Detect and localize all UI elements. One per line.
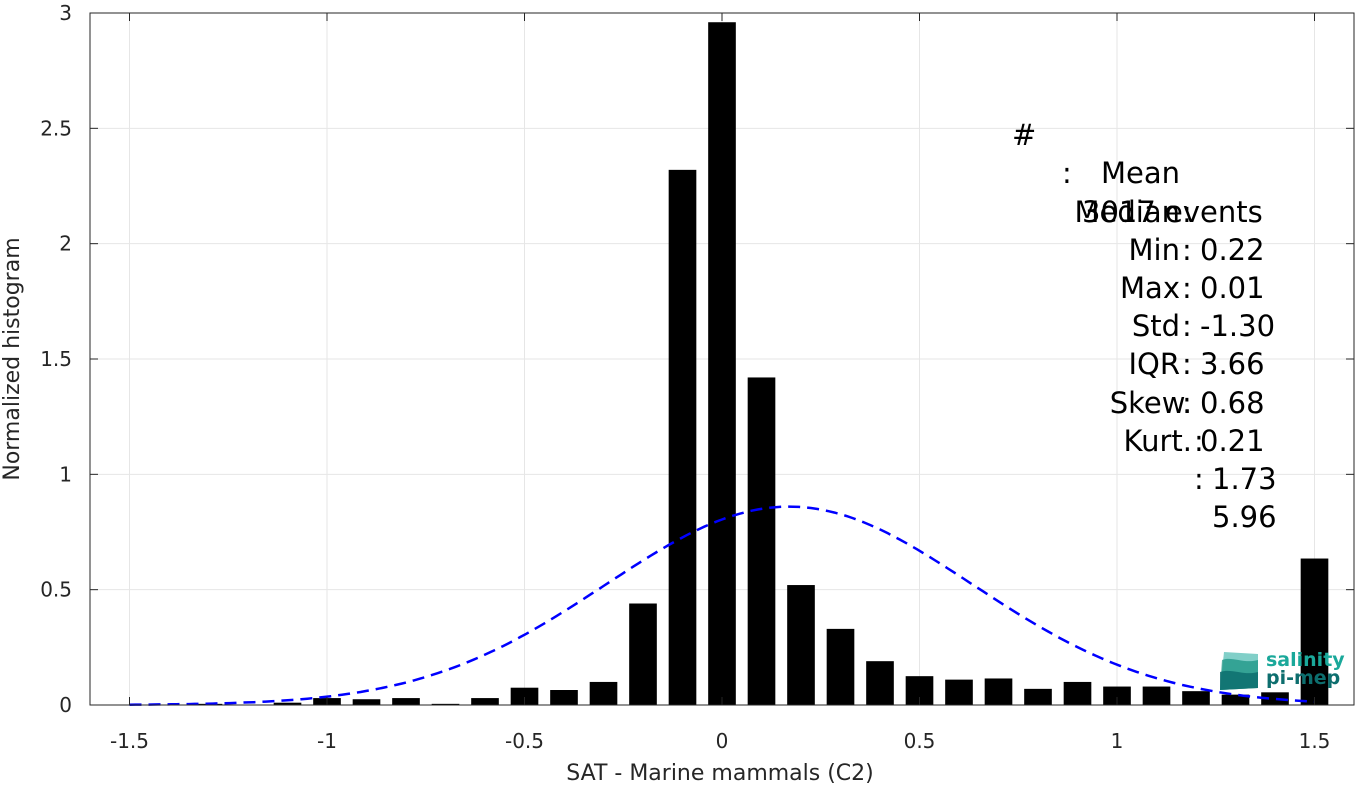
x-tick-label: -0.5 — [505, 729, 544, 753]
y-tick-label: 0 — [59, 693, 72, 717]
histogram-bar — [471, 698, 499, 705]
x-tick-label: 0.5 — [904, 729, 936, 753]
stat-value: 0.68 — [1200, 385, 1265, 420]
histogram-bar — [787, 585, 815, 705]
histogram-bar — [708, 22, 736, 705]
stat-separator: : — [1182, 232, 1192, 267]
histogram-bar — [1024, 688, 1052, 705]
stat-label: Median — [1074, 194, 1180, 229]
histogram-bar — [866, 661, 894, 705]
stat-label: Skew. — [1109, 385, 1192, 420]
normal-fit-curve — [129, 505, 1315, 706]
histogram-bar — [984, 678, 1013, 705]
y-axis-label: Normalized histogram — [0, 237, 25, 480]
histogram-bar — [945, 679, 973, 705]
stat-row-std: Std : 0.68 — [1000, 269, 1300, 419]
stat-row-count: # : 3017 events — [1000, 78, 1300, 228]
histogram-bar — [273, 702, 302, 705]
salinity-pimep-logo: salinity pi-mep — [1218, 648, 1348, 694]
logo-waves-icon — [1220, 652, 1258, 690]
stat-row-kurt: Kurt. : 5.96 — [1012, 384, 1312, 534]
stat-row-max: Max : 3.66 — [1000, 231, 1300, 381]
y-tick-label: 3 — [59, 1, 72, 25]
stat-label: Mean — [1100, 156, 1180, 191]
stat-separator: : — [1182, 385, 1192, 420]
bar-series — [194, 22, 1329, 705]
histogram-bar — [550, 690, 578, 705]
x-tick-label: 1.5 — [1299, 729, 1331, 753]
stat-value: 0.21 — [1200, 423, 1265, 458]
stat-row-median: Median : 0.01 — [1000, 154, 1300, 305]
histogram-bar — [747, 377, 776, 705]
x-tick-label: -1 — [317, 729, 337, 753]
histogram-bar — [1063, 681, 1092, 705]
stat-row-min: Min : -1.30 — [1000, 193, 1300, 343]
logo-text-line1: salinity — [1266, 649, 1345, 671]
histogram-bar — [510, 687, 539, 705]
y-tick-label: 2.5 — [40, 116, 72, 140]
stat-value: 3.66 — [1200, 347, 1265, 382]
histogram-bar — [1221, 694, 1250, 705]
stat-separator: : — [1182, 347, 1192, 382]
x-axis-label: SAT - Marine mammals (C2) — [566, 761, 874, 785]
histogram-bar — [431, 703, 460, 705]
stat-row-iqr: IQR : 0.21 — [1000, 307, 1300, 457]
x-tick-label: 0 — [716, 729, 729, 753]
y-axis-ticks: 0 0.5 1 1.5 2 2.5 3 — [40, 1, 1354, 717]
stat-value: 1.73 — [1212, 461, 1277, 496]
histogram-bar — [352, 699, 381, 705]
stat-value: -1.30 — [1200, 309, 1276, 344]
y-tick-label: 2 — [59, 232, 72, 256]
y-tick-label: 1 — [59, 462, 72, 486]
stat-separator: : — [1182, 270, 1192, 305]
stat-value: 3017 events — [1082, 194, 1263, 229]
stat-label: Std — [1131, 309, 1180, 344]
stat-label: Max — [1120, 270, 1180, 305]
histogram-bar — [1182, 691, 1210, 705]
y-tick-label: 0.5 — [40, 578, 72, 602]
histogram-bar — [668, 169, 697, 705]
stat-label: IQR — [1128, 347, 1180, 382]
stat-separator: : — [1182, 309, 1192, 344]
stat-label: Kurt. — [1123, 423, 1192, 458]
stat-separator: : — [1182, 194, 1192, 229]
histogram-bar — [1103, 686, 1131, 705]
stat-value: 0.22 — [1200, 232, 1265, 267]
stat-row-mean: Mean : 0.22 — [1000, 116, 1300, 266]
stat-label: Min — [1128, 232, 1180, 267]
stat-separator: : — [1194, 423, 1204, 458]
histogram-bar — [1142, 686, 1171, 705]
histogram-bar — [1300, 558, 1329, 705]
histogram-bar — [1261, 692, 1289, 705]
histogram-bar — [629, 603, 657, 705]
histogram-bar — [826, 628, 855, 705]
stat-separator: : — [1062, 156, 1072, 191]
x-axis-ticks: -1.5 -1 -0.5 0 0.5 1 1.5 — [110, 13, 1330, 753]
stat-value: 5.96 — [1212, 500, 1277, 535]
histogram-bar — [392, 698, 420, 705]
fit-curve-line — [129, 505, 1315, 706]
logo-text-line2: pi-mep — [1266, 667, 1341, 689]
stat-row-skew: Skew. : 1.73 — [1012, 345, 1312, 496]
histogram-bar — [589, 681, 618, 705]
x-tick-label: 1 — [1111, 729, 1124, 753]
stat-separator: : — [1194, 461, 1204, 496]
x-tick-label: -1.5 — [110, 729, 149, 753]
statistics-panel: # : 3017 events Mean : 0.22 Median : 0.0… — [1000, 78, 1300, 534]
y-tick-label: 1.5 — [40, 347, 72, 371]
stat-value: 0.01 — [1200, 270, 1265, 305]
stat-label: # — [1012, 118, 1037, 153]
